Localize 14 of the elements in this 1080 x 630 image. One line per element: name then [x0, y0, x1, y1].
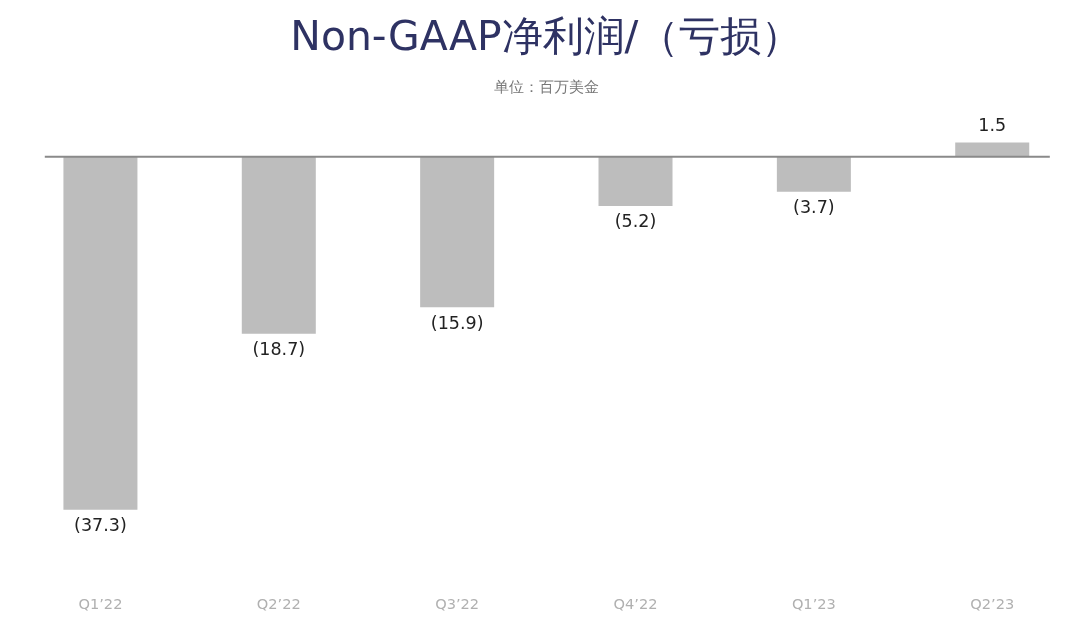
x-tick-label: Q1’23 [791, 594, 836, 612]
data-label: (3.7) [793, 197, 835, 218]
x-tick-label: Q2’23 [970, 594, 1015, 612]
data-label: (5.2) [614, 211, 657, 232]
data-label: (37.3) [74, 515, 127, 536]
x-tick-label: Q1’22 [78, 594, 123, 612]
data-label: (18.7) [252, 339, 306, 360]
data-label: 1.5 [978, 114, 1007, 135]
x-tick-label: Q4’22 [613, 594, 658, 612]
chart-subtitle: 单位：百万美金 [493, 77, 599, 95]
data-label: (15.9) [430, 312, 484, 333]
x-tick-label: Q2’22 [256, 594, 301, 612]
x-tick-label: Q3’22 [435, 594, 480, 612]
chart-title: Non-GAAP净利润/（亏损） [290, 12, 803, 61]
